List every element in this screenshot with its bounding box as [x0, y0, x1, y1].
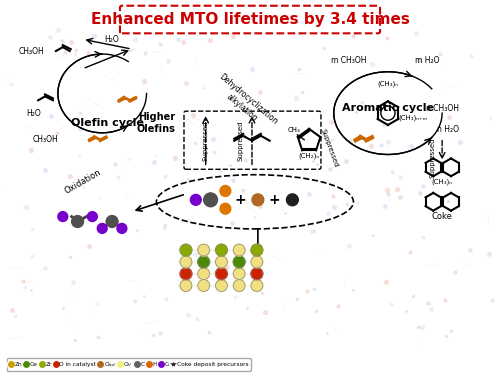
- Circle shape: [180, 256, 192, 268]
- Text: Dehydrocyclization
alkylation: Dehydrocyclization alkylation: [210, 72, 280, 134]
- Text: Coke: Coke: [432, 212, 452, 221]
- Text: Suppressed: Suppressed: [237, 121, 243, 161]
- Text: (CH₃)ₙ₊ₘ: (CH₃)ₙ₊ₘ: [398, 115, 427, 121]
- Text: Olefin cycle: Olefin cycle: [70, 118, 144, 128]
- Text: CH₃OH: CH₃OH: [18, 46, 44, 55]
- Circle shape: [106, 216, 118, 227]
- Circle shape: [88, 211, 98, 222]
- Circle shape: [216, 244, 228, 256]
- Circle shape: [190, 195, 201, 205]
- Text: (CH₂)ₙ: (CH₂)ₙ: [298, 152, 320, 159]
- Circle shape: [98, 224, 107, 233]
- Circle shape: [251, 280, 263, 291]
- Text: Aromatic cycle: Aromatic cycle: [342, 103, 434, 113]
- Text: n CH₃OH: n CH₃OH: [426, 104, 459, 113]
- Circle shape: [198, 280, 209, 291]
- Text: Oxidation: Oxidation: [62, 168, 102, 196]
- Text: Higher
Olefins: Higher Olefins: [137, 112, 176, 134]
- Circle shape: [251, 256, 263, 268]
- Circle shape: [220, 203, 231, 214]
- Text: Enhanced MTO lifetimes by 3.4 times: Enhanced MTO lifetimes by 3.4 times: [90, 12, 409, 27]
- Circle shape: [251, 244, 263, 256]
- Text: +: +: [269, 193, 280, 207]
- Text: Suppressed: Suppressed: [430, 137, 436, 178]
- Circle shape: [204, 193, 218, 207]
- Circle shape: [234, 268, 245, 280]
- Text: (CH₃)ₙ: (CH₃)ₙ: [432, 179, 452, 185]
- Circle shape: [286, 194, 298, 206]
- Text: m CH₃OH: m CH₃OH: [331, 57, 366, 65]
- Circle shape: [198, 268, 209, 280]
- Circle shape: [234, 256, 245, 268]
- Circle shape: [180, 280, 192, 291]
- Circle shape: [220, 185, 231, 196]
- Text: (CH₃)ₙ: (CH₃)ₙ: [378, 80, 398, 87]
- Circle shape: [251, 268, 263, 280]
- Circle shape: [180, 244, 192, 256]
- Circle shape: [180, 268, 192, 280]
- Circle shape: [198, 256, 209, 268]
- Text: H₂O: H₂O: [104, 35, 120, 44]
- Text: Suppressed: Suppressed: [202, 121, 208, 161]
- Legend: Zn, Ce, Zr, O in catalyst, O$_{ad}$, O$_V$, C, H, O, Coke deposit precursors: Zn, Ce, Zr, O in catalyst, O$_{ad}$, O$_…: [6, 358, 250, 371]
- Text: CH₃: CH₃: [288, 127, 300, 133]
- Text: n H₂O: n H₂O: [437, 126, 459, 134]
- Circle shape: [216, 256, 228, 268]
- Circle shape: [72, 216, 84, 227]
- Circle shape: [216, 268, 228, 280]
- Circle shape: [216, 280, 228, 291]
- Circle shape: [198, 244, 209, 256]
- Text: Suppressed: Suppressed: [319, 127, 338, 168]
- Circle shape: [252, 194, 264, 206]
- Text: m H₂O: m H₂O: [415, 57, 440, 65]
- Text: CH₃OH: CH₃OH: [32, 135, 58, 144]
- Circle shape: [234, 280, 245, 291]
- Circle shape: [58, 211, 68, 222]
- Text: H₂O: H₂O: [26, 109, 40, 118]
- FancyBboxPatch shape: [120, 6, 380, 33]
- Text: +: +: [234, 193, 246, 207]
- Circle shape: [117, 224, 127, 233]
- Circle shape: [234, 244, 245, 256]
